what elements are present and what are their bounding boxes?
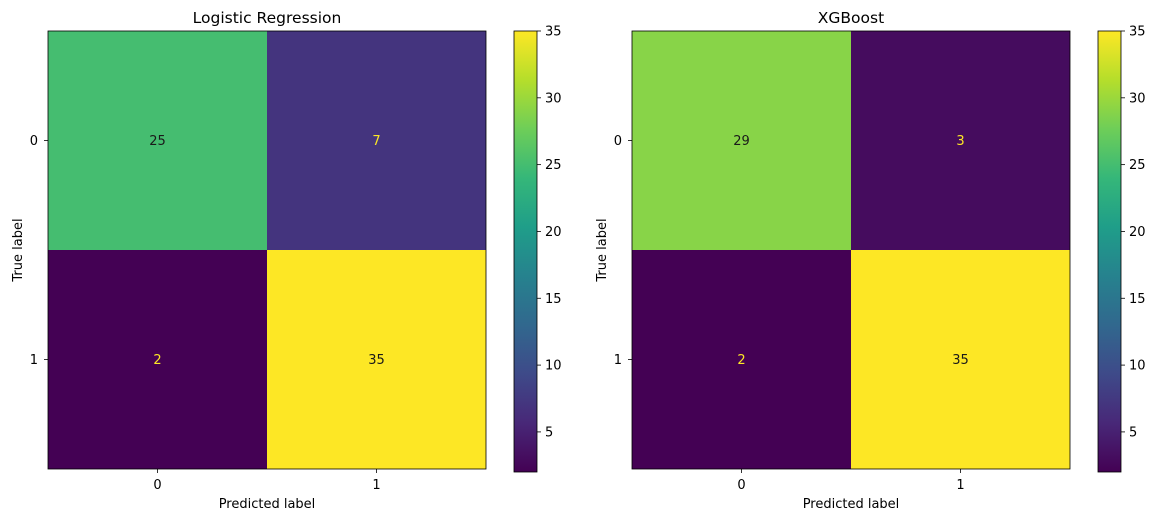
colorbar-tick-label: 10 <box>1129 359 1146 374</box>
matrix-cell <box>632 250 851 469</box>
cell-value-label: 35 <box>952 353 969 368</box>
x-tick-label: 1 <box>956 478 964 493</box>
x-tick-label: 1 <box>372 478 380 493</box>
colorbar-tick-label: 5 <box>545 425 553 440</box>
matrix-cell <box>48 250 267 469</box>
matrix-cell <box>632 31 851 250</box>
colorbar-tick-label: 30 <box>545 91 562 106</box>
y-tick-label: 0 <box>614 134 622 149</box>
matrix-cell <box>267 250 486 469</box>
y-tick-label: 1 <box>30 353 38 368</box>
colorbar-frame <box>513 30 538 473</box>
matrix-cell <box>851 250 1070 469</box>
matrix-cell <box>48 31 267 250</box>
colorbar-tick-label: 25 <box>545 158 562 173</box>
colorbar-tick-label: 5 <box>1129 425 1137 440</box>
y-axis-label: True label <box>595 218 610 282</box>
colorbar-tick-label: 35 <box>1129 25 1146 40</box>
cell-value-label: 25 <box>149 134 166 149</box>
y-axis-label: True label <box>11 218 26 282</box>
matrix-cell <box>267 31 486 250</box>
cell-value-label: 29 <box>733 134 750 149</box>
colorbar-tick-label: 30 <box>1129 91 1146 106</box>
colorbar-tick-label: 15 <box>545 292 562 307</box>
y-tick-label: 0 <box>30 134 38 149</box>
colorbar <box>1098 31 1121 472</box>
cell-value-label: 2 <box>153 353 161 368</box>
matrix-cell <box>851 31 1070 250</box>
axes-frame <box>631 30 1071 470</box>
cell-value-label: 3 <box>956 134 964 149</box>
colorbar-tick-label: 10 <box>545 359 562 374</box>
colorbar-tick-label: 20 <box>545 225 562 240</box>
x-axis-label: Predicted label <box>803 497 900 512</box>
colorbar-tick-label: 20 <box>1129 225 1146 240</box>
colorbar-tick-label: 35 <box>545 25 562 40</box>
x-axis-label: Predicted label <box>219 497 316 512</box>
colorbar-tick-label: 25 <box>1129 158 1146 173</box>
colorbar-tick-label: 15 <box>1129 292 1146 307</box>
axes-frame <box>47 30 487 470</box>
colorbar-frame <box>1097 30 1122 473</box>
x-tick-label: 0 <box>153 478 161 493</box>
x-tick-label: 0 <box>737 478 745 493</box>
chart-title: XGBoost <box>818 9 884 27</box>
cell-value-label: 7 <box>372 134 380 149</box>
colorbar <box>514 31 537 472</box>
chart-title: Logistic Regression <box>193 9 342 27</box>
y-tick-label: 1 <box>614 353 622 368</box>
cell-value-label: 2 <box>737 353 745 368</box>
cell-value-label: 35 <box>368 353 385 368</box>
